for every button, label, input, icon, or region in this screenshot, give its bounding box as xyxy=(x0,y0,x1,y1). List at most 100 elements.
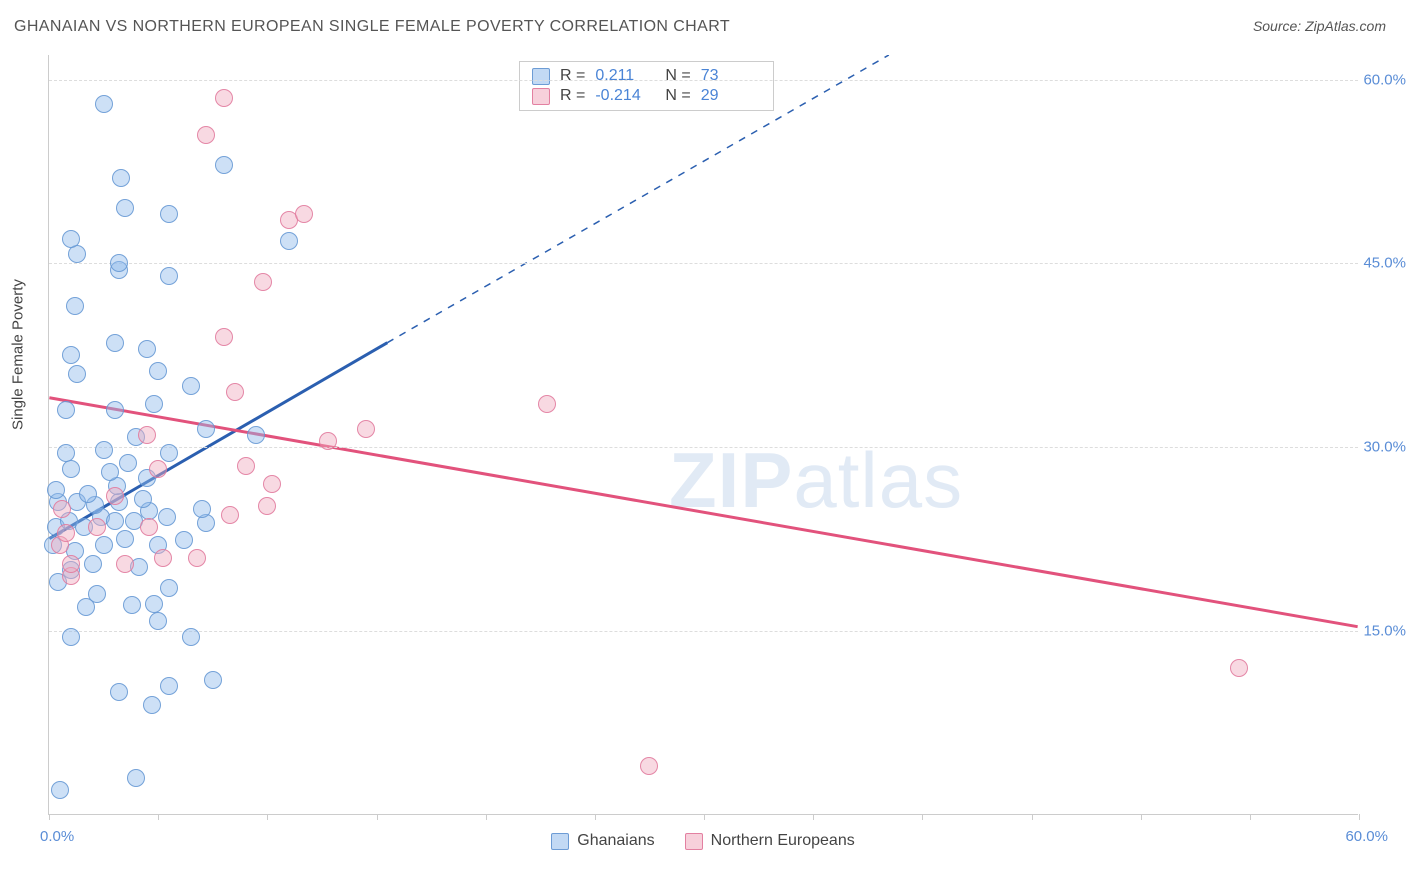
x-tick xyxy=(377,814,378,820)
x-tick xyxy=(813,814,814,820)
scatter-point xyxy=(57,401,75,419)
chart-container: GHANAIAN VS NORTHERN EUROPEAN SINGLE FEM… xyxy=(0,0,1406,892)
scatter-point xyxy=(158,508,176,526)
x-tick xyxy=(704,814,705,820)
x-tick xyxy=(158,814,159,820)
x-tick xyxy=(1359,814,1360,820)
scatter-point xyxy=(197,420,215,438)
scatter-point xyxy=(62,230,80,248)
gridline-h xyxy=(49,80,1358,81)
scatter-point xyxy=(88,585,106,603)
scatter-point xyxy=(149,362,167,380)
scatter-point xyxy=(319,432,337,450)
scatter-point xyxy=(193,500,211,518)
scatter-point xyxy=(95,441,113,459)
title-row: GHANAIAN VS NORTHERN EUROPEAN SINGLE FEM… xyxy=(14,18,1386,36)
chart-title: GHANAIAN VS NORTHERN EUROPEAN SINGLE FEM… xyxy=(14,18,730,36)
gridline-h xyxy=(49,447,1358,448)
scatter-point xyxy=(127,769,145,787)
x-tick xyxy=(49,814,50,820)
legend: Ghanaians Northern Europeans xyxy=(0,832,1406,850)
scatter-point xyxy=(110,683,128,701)
scatter-point xyxy=(116,199,134,217)
y-tick-label: 45.0% xyxy=(1336,255,1406,272)
scatter-point xyxy=(182,628,200,646)
scatter-point xyxy=(110,254,128,272)
scatter-point xyxy=(95,536,113,554)
scatter-point xyxy=(66,297,84,315)
scatter-point xyxy=(145,595,163,613)
scatter-point xyxy=(101,463,119,481)
scatter-point xyxy=(160,267,178,285)
gridline-h xyxy=(49,263,1358,264)
scatter-point xyxy=(204,671,222,689)
scatter-point xyxy=(88,518,106,536)
scatter-point xyxy=(119,454,137,472)
scatter-point xyxy=(143,696,161,714)
legend-item-ghanaians: Ghanaians xyxy=(551,832,654,850)
scatter-point xyxy=(188,549,206,567)
swatch-pink xyxy=(532,88,550,105)
scatter-point xyxy=(160,579,178,597)
scatter-point xyxy=(197,126,215,144)
scatter-point xyxy=(51,781,69,799)
y-tick-label: 60.0% xyxy=(1336,71,1406,88)
scatter-point xyxy=(79,485,97,503)
scatter-point xyxy=(215,328,233,346)
scatter-point xyxy=(84,555,102,573)
y-tick-label: 15.0% xyxy=(1336,623,1406,640)
scatter-point xyxy=(154,549,172,567)
x-tick xyxy=(486,814,487,820)
scatter-point xyxy=(226,383,244,401)
gridline-h xyxy=(49,631,1358,632)
scatter-point xyxy=(112,169,130,187)
scatter-point xyxy=(62,555,80,573)
y-axis-label: Single Female Poverty xyxy=(10,279,27,430)
scatter-point xyxy=(134,490,152,508)
legend-swatch-blue xyxy=(551,833,569,850)
scatter-point xyxy=(247,426,265,444)
legend-item-northern-europeans: Northern Europeans xyxy=(685,832,855,850)
stats-row-northern-europeans: R = -0.214 N = 29 xyxy=(532,86,761,106)
scatter-point xyxy=(149,612,167,630)
scatter-point xyxy=(106,512,124,530)
x-tick xyxy=(595,814,596,820)
scatter-point xyxy=(106,401,124,419)
legend-swatch-pink xyxy=(685,833,703,850)
scatter-point xyxy=(215,156,233,174)
x-tick xyxy=(1250,814,1251,820)
scatter-point xyxy=(237,457,255,475)
scatter-point xyxy=(145,395,163,413)
scatter-point xyxy=(258,497,276,515)
x-tick xyxy=(1141,814,1142,820)
x-tick xyxy=(922,814,923,820)
scatter-point xyxy=(538,395,556,413)
scatter-point xyxy=(138,426,156,444)
scatter-point xyxy=(106,334,124,352)
x-tick xyxy=(1032,814,1033,820)
scatter-point xyxy=(160,444,178,462)
scatter-point xyxy=(149,460,167,478)
scatter-point xyxy=(160,677,178,695)
scatter-point xyxy=(57,444,75,462)
scatter-point xyxy=(116,530,134,548)
scatter-point xyxy=(295,205,313,223)
scatter-point xyxy=(53,500,71,518)
legend-label: Ghanaians xyxy=(577,832,654,850)
plot-area: ZIPatlas R = 0.211 N = 73 R = -0.214 N =… xyxy=(48,55,1358,815)
legend-label: Northern Europeans xyxy=(711,832,855,850)
scatter-point xyxy=(116,555,134,573)
scatter-point xyxy=(95,95,113,113)
scatter-point xyxy=(215,89,233,107)
scatter-point xyxy=(221,506,239,524)
scatter-point xyxy=(182,377,200,395)
scatter-point xyxy=(62,460,80,478)
scatter-point xyxy=(47,481,65,499)
scatter-point xyxy=(68,365,86,383)
scatter-point xyxy=(263,475,281,493)
stats-box: R = 0.211 N = 73 R = -0.214 N = 29 xyxy=(519,61,774,111)
scatter-point xyxy=(106,487,124,505)
scatter-point xyxy=(62,628,80,646)
scatter-point xyxy=(138,340,156,358)
scatter-point xyxy=(357,420,375,438)
